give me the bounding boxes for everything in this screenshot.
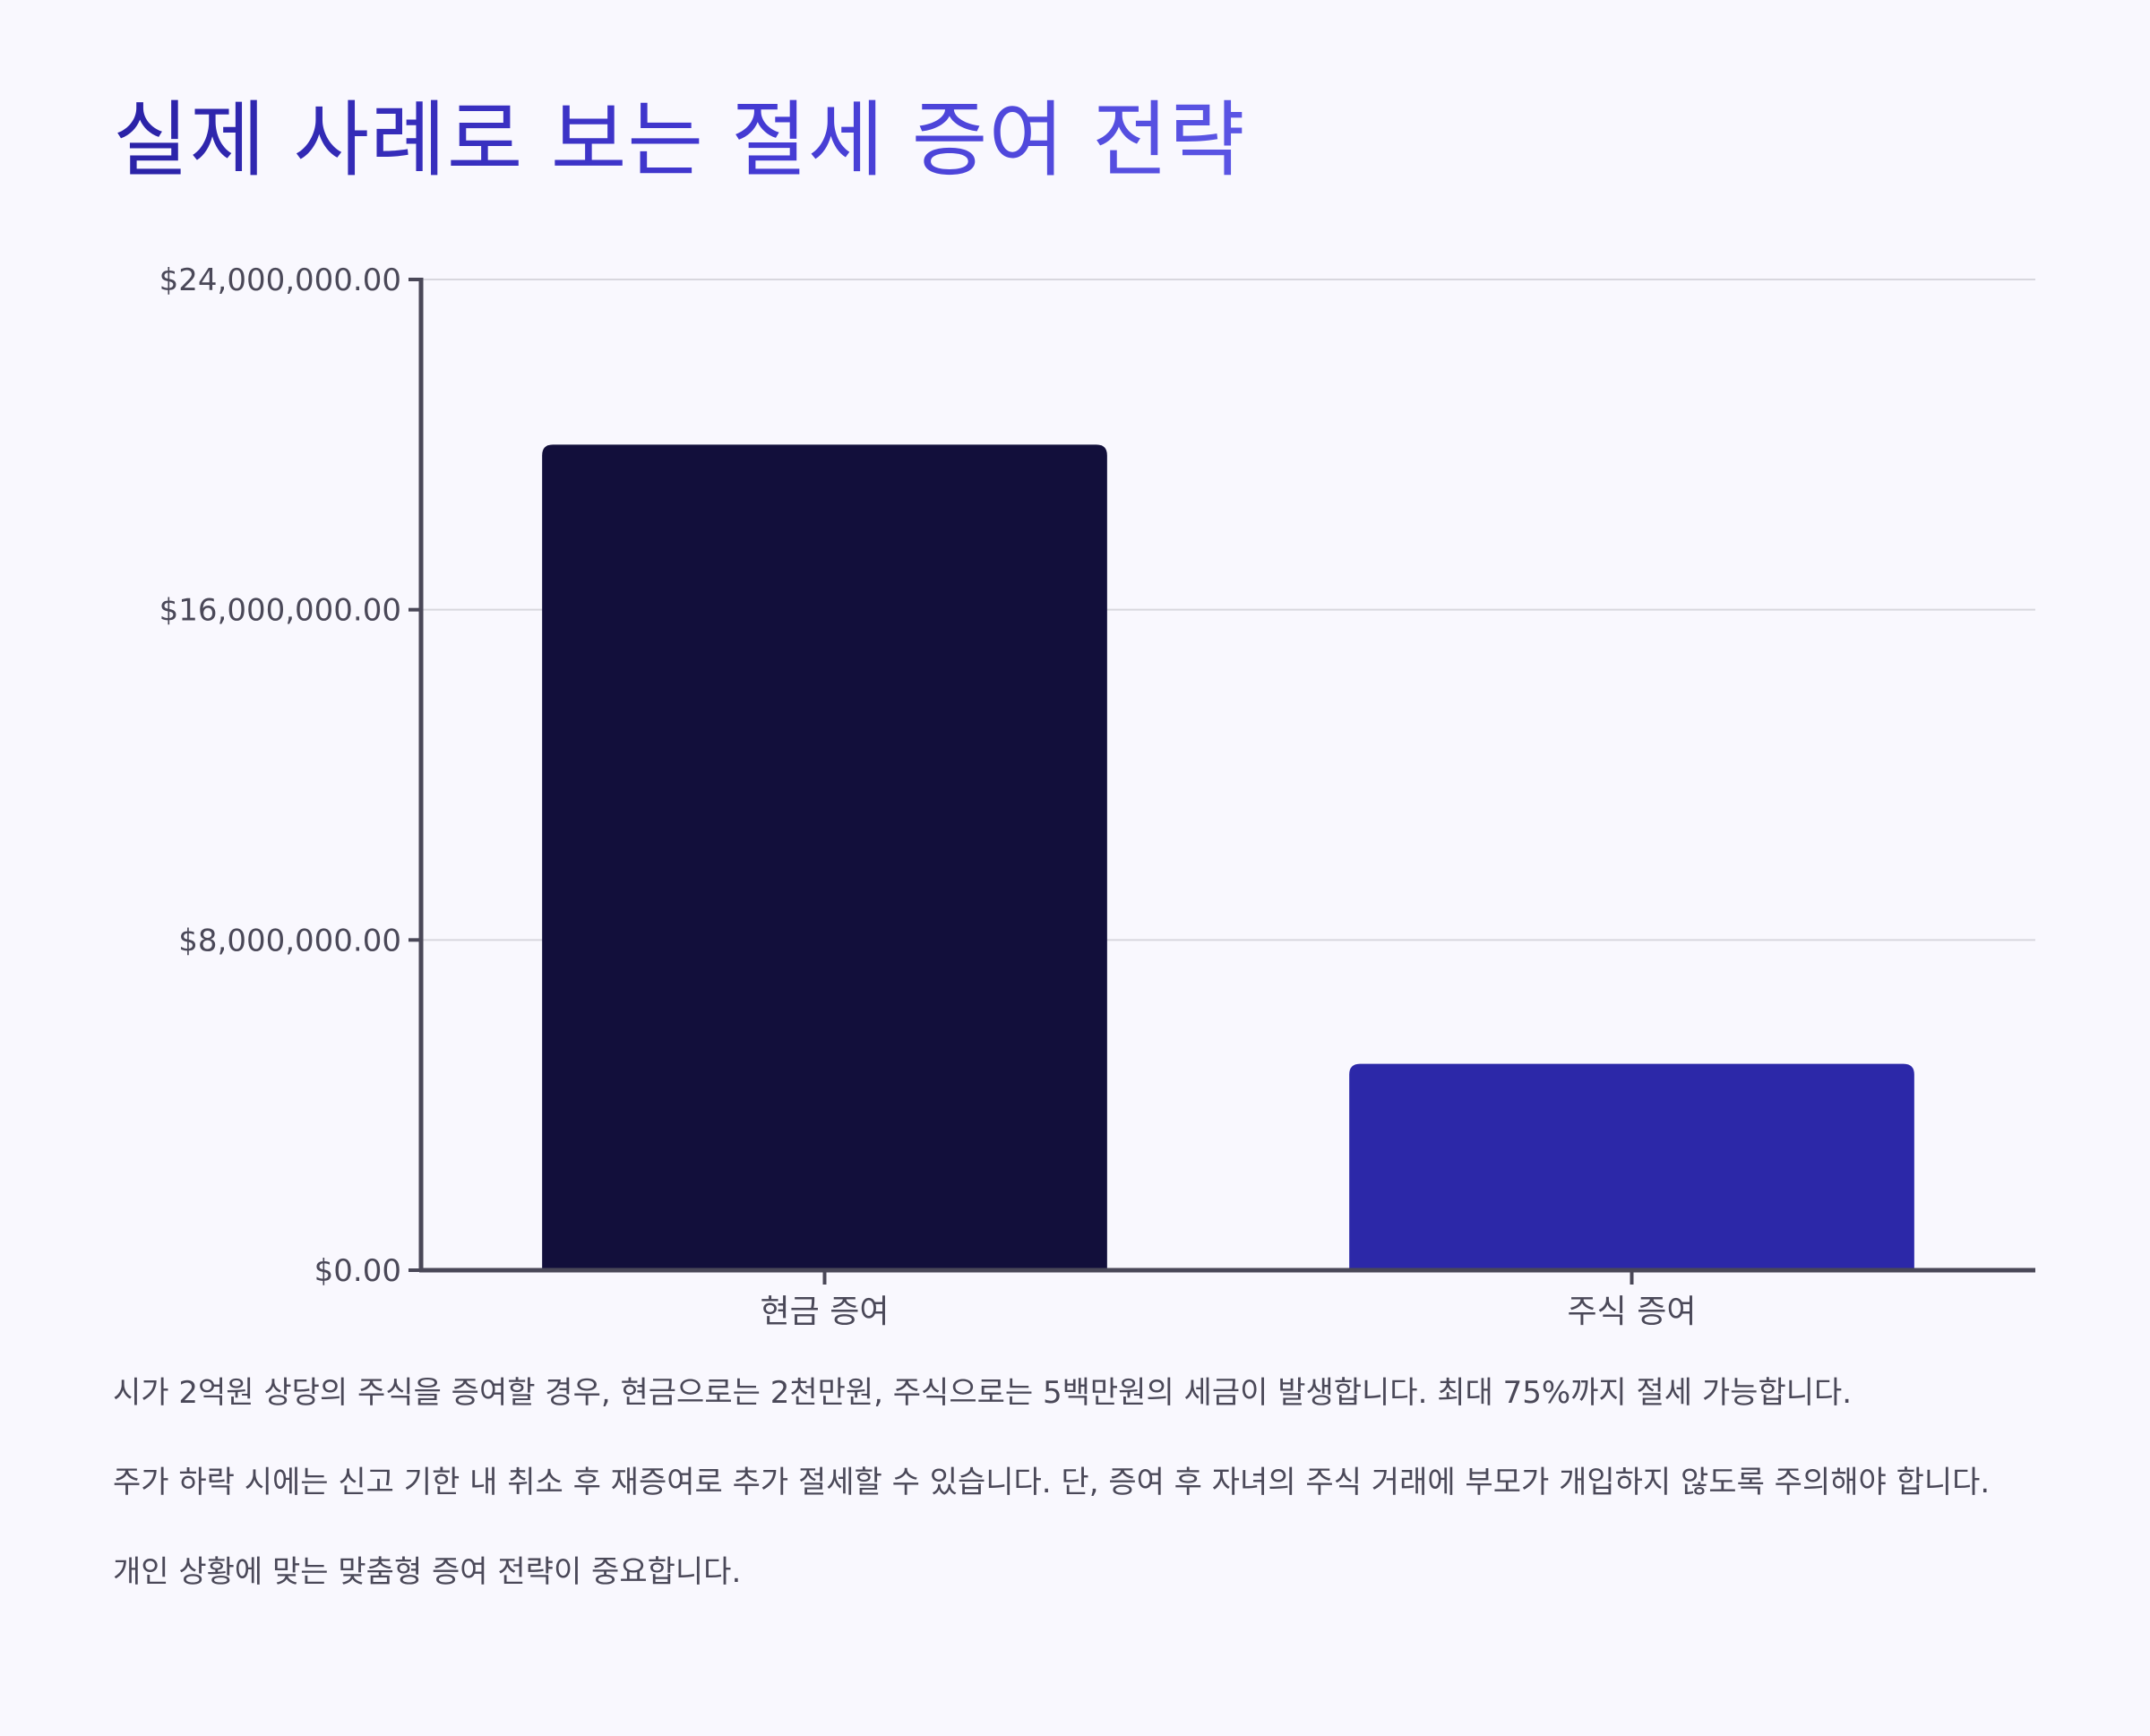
y-tick-label: $16,000,000.00 bbox=[159, 593, 401, 629]
y-tick-label: $8,000,000.00 bbox=[178, 923, 401, 958]
description-paragraph-1: 시가 2억원 상당의 주식을 증여할 경우, 현금으로는 2천만원, 주식으로는… bbox=[113, 1375, 1853, 1411]
y-tick-label: $0.00 bbox=[314, 1253, 401, 1289]
y-tick-label: $24,000,000.00 bbox=[159, 262, 401, 298]
x-tick-label: 주식 증여 bbox=[1568, 1293, 1697, 1330]
x-tick-label: 현금 증여 bbox=[761, 1293, 890, 1330]
page-title: 실제 사례로 보는 절세 증여 전략 bbox=[113, 82, 1246, 199]
bar-chart: $0.00 $8,000,000.00 $16,000,000.00 $24,000,… bbox=[159, 262, 2035, 1330]
x-ticks: 현금 증여 주식 증여 bbox=[761, 1270, 1697, 1330]
description-paragraph-2: 주가 하락 시에는 신고 기한 내 취소 후 재증여로 추가 절세할 수 있습니… bbox=[113, 1465, 1991, 1500]
description-paragraph-3: 개인 상황에 맞는 맞춤형 증여 전략이 중요합니다. bbox=[113, 1554, 742, 1590]
y-ticks: $0.00 $8,000,000.00 $16,000,000.00 $24,000,… bbox=[159, 262, 421, 1289]
bars bbox=[542, 444, 1914, 1270]
bar-1 bbox=[542, 444, 1107, 1270]
description: 시가 2억원 상당의 주식을 증여할 경우, 현금으로는 2천만원, 주식으로는… bbox=[113, 1369, 2030, 1637]
bar-2 bbox=[1349, 1063, 1914, 1270]
